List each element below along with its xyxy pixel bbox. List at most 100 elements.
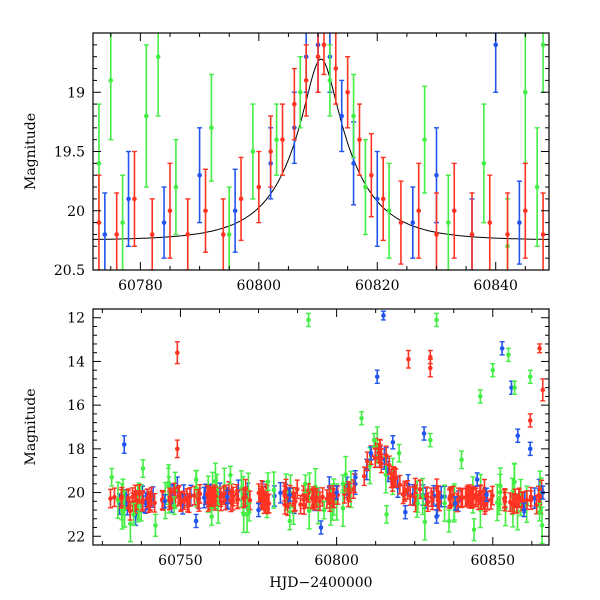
data-point [429, 494, 434, 500]
blue-point [232, 168, 238, 253]
data-point [153, 523, 158, 528]
data-point [109, 474, 115, 480]
data-point [527, 374, 533, 380]
red-point [107, 488, 113, 509]
data-point [520, 498, 526, 504]
green-point [173, 138, 179, 236]
red-point [345, 56, 351, 129]
blue-point [352, 470, 358, 485]
green-point [512, 380, 518, 395]
red-point [456, 487, 462, 508]
red-point [290, 486, 296, 507]
blue-point [374, 150, 380, 248]
data-point [442, 500, 447, 506]
data-point [268, 149, 273, 154]
x-tick-label: 60750 [158, 553, 203, 569]
data-point [490, 367, 496, 373]
blue-point [390, 435, 396, 450]
red-point [333, 33, 339, 105]
data-point [477, 394, 483, 399]
data-point [446, 518, 452, 524]
red-point [404, 480, 410, 500]
blue-point [277, 481, 283, 504]
red-point [167, 487, 173, 508]
plot-area [93, 33, 549, 270]
blue-point [102, 192, 108, 270]
green-point [415, 494, 421, 513]
red-point [298, 494, 304, 515]
data-point [517, 220, 522, 225]
green-point [420, 477, 426, 516]
data-point [318, 525, 324, 530]
data-point [301, 502, 307, 508]
data-point [434, 317, 439, 323]
data-point [96, 161, 102, 166]
data-point [481, 161, 487, 166]
data-point [114, 232, 119, 237]
data-point [339, 113, 345, 119]
data-point [218, 494, 224, 500]
model-curve [93, 58, 549, 240]
data-point [357, 137, 362, 142]
data-point [292, 101, 297, 107]
data-point [175, 494, 181, 499]
blue-point [121, 435, 127, 454]
green-point [490, 362, 496, 378]
data-point [527, 446, 533, 452]
red-point [467, 488, 473, 509]
data-point [505, 232, 510, 237]
data-point [421, 431, 427, 436]
red-point [368, 133, 374, 218]
data-point [171, 503, 177, 508]
data-point [140, 466, 146, 471]
green-point [208, 73, 214, 182]
red-point [407, 486, 413, 506]
data-point [186, 500, 192, 506]
red-point [386, 455, 392, 476]
blue-point [368, 445, 374, 461]
green-point [287, 511, 293, 531]
data-point [396, 450, 402, 456]
red-point [527, 413, 533, 428]
data-point [303, 481, 308, 487]
y-tick-label: 16 [67, 398, 85, 414]
blue-point [516, 180, 522, 265]
blue-point [380, 310, 386, 321]
data-point [209, 494, 214, 499]
green-point [246, 502, 252, 522]
red-point [361, 466, 367, 487]
data-point [386, 462, 392, 468]
red-point [501, 488, 507, 509]
red-point [118, 488, 124, 509]
red-point [537, 343, 543, 354]
red-point [220, 198, 226, 270]
data-point [334, 490, 339, 495]
data-point [428, 354, 433, 360]
red-point [380, 156, 386, 242]
red-point [191, 485, 197, 506]
x-tick-label: 60840 [473, 278, 518, 294]
data-point [209, 125, 214, 131]
data-point [424, 493, 429, 499]
blue-point [374, 369, 380, 384]
data-point [365, 458, 370, 464]
data-point [137, 491, 142, 497]
red-point [507, 492, 513, 513]
green-point [143, 44, 149, 188]
green-point [481, 103, 487, 224]
data-point [346, 495, 351, 500]
red-point [416, 162, 422, 259]
green-point [540, 33, 546, 93]
red-point [140, 490, 146, 510]
blue-point [410, 186, 416, 259]
data-point [383, 472, 389, 478]
data-point [340, 505, 346, 511]
red-point [345, 487, 351, 508]
red-point [505, 192, 511, 270]
red-point [197, 484, 203, 504]
data-point [280, 137, 285, 142]
green-point [422, 85, 428, 194]
red-point [356, 103, 362, 176]
data-point [175, 350, 180, 356]
red-point [268, 115, 274, 188]
